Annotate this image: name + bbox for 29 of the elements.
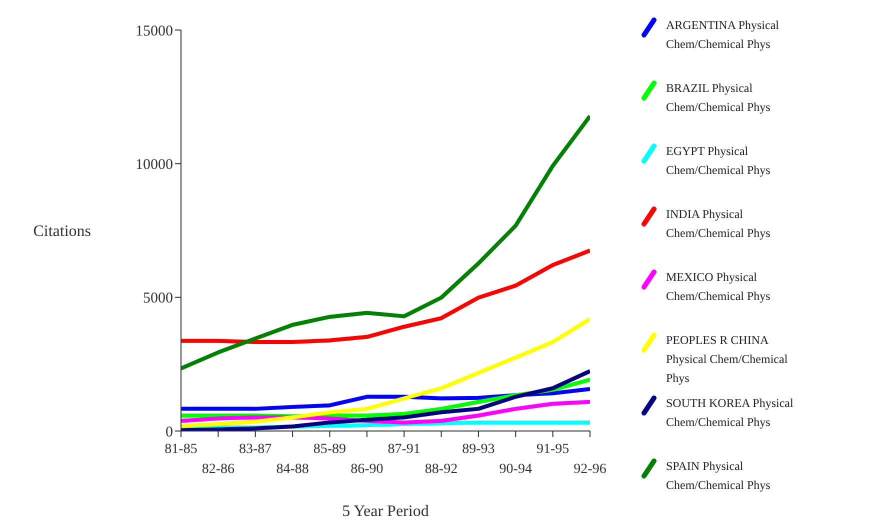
legend-label: INDIA Physical Chem/Chemical Phys [666, 206, 772, 242]
y-tick-label: 5000 [143, 290, 173, 307]
x-tick-label: 83-87 [239, 442, 272, 457]
y-tick-label: 10000 [136, 156, 173, 173]
y-tick-label: 15000 [136, 23, 173, 40]
line-series [181, 114, 590, 370]
line-series [181, 316, 590, 428]
x-tick-label: 85-89 [313, 442, 346, 457]
x-tick-label: 92-96 [574, 462, 606, 477]
legend-label: ARGENTINA Physical Chem/Chemical Phys [666, 17, 780, 53]
x-tick-label: 86-90 [350, 462, 384, 477]
y-axis-title: Citations [33, 223, 91, 240]
x-tick-label: 89-93 [462, 442, 495, 457]
legend-label: SPAIN Physical Chem/Chemical Phys [666, 458, 772, 494]
x-tick-label: 91-95 [536, 442, 570, 457]
legend-label: BRAZIL Physical Chem/Chemical Phys [666, 80, 772, 116]
x-tick-label: 84-88 [276, 462, 309, 477]
x-tick-label: 87-91 [388, 442, 420, 457]
legend-label: PEOPLES R CHINA Physical Chem/Chemical Phys [666, 332, 789, 387]
legend-label: EGYPT Physical Chem/Chemical Phys [666, 143, 772, 179]
x-tick-label: 90-94 [499, 462, 532, 477]
legend-label: MEXICO Physical Chem/Chemical Phys [666, 269, 772, 305]
y-tick-label: 0 [166, 424, 173, 440]
legend-label: SOUTH KOREA Physical Chem/Chemical Phys [666, 395, 794, 431]
x-tick-label: 81-85 [164, 442, 198, 457]
x-tick-label: 88-92 [424, 462, 458, 477]
x-tick-label: 82-86 [202, 462, 235, 477]
line-series [181, 248, 590, 344]
x-axis-title: 5 Year Period [342, 503, 429, 519]
